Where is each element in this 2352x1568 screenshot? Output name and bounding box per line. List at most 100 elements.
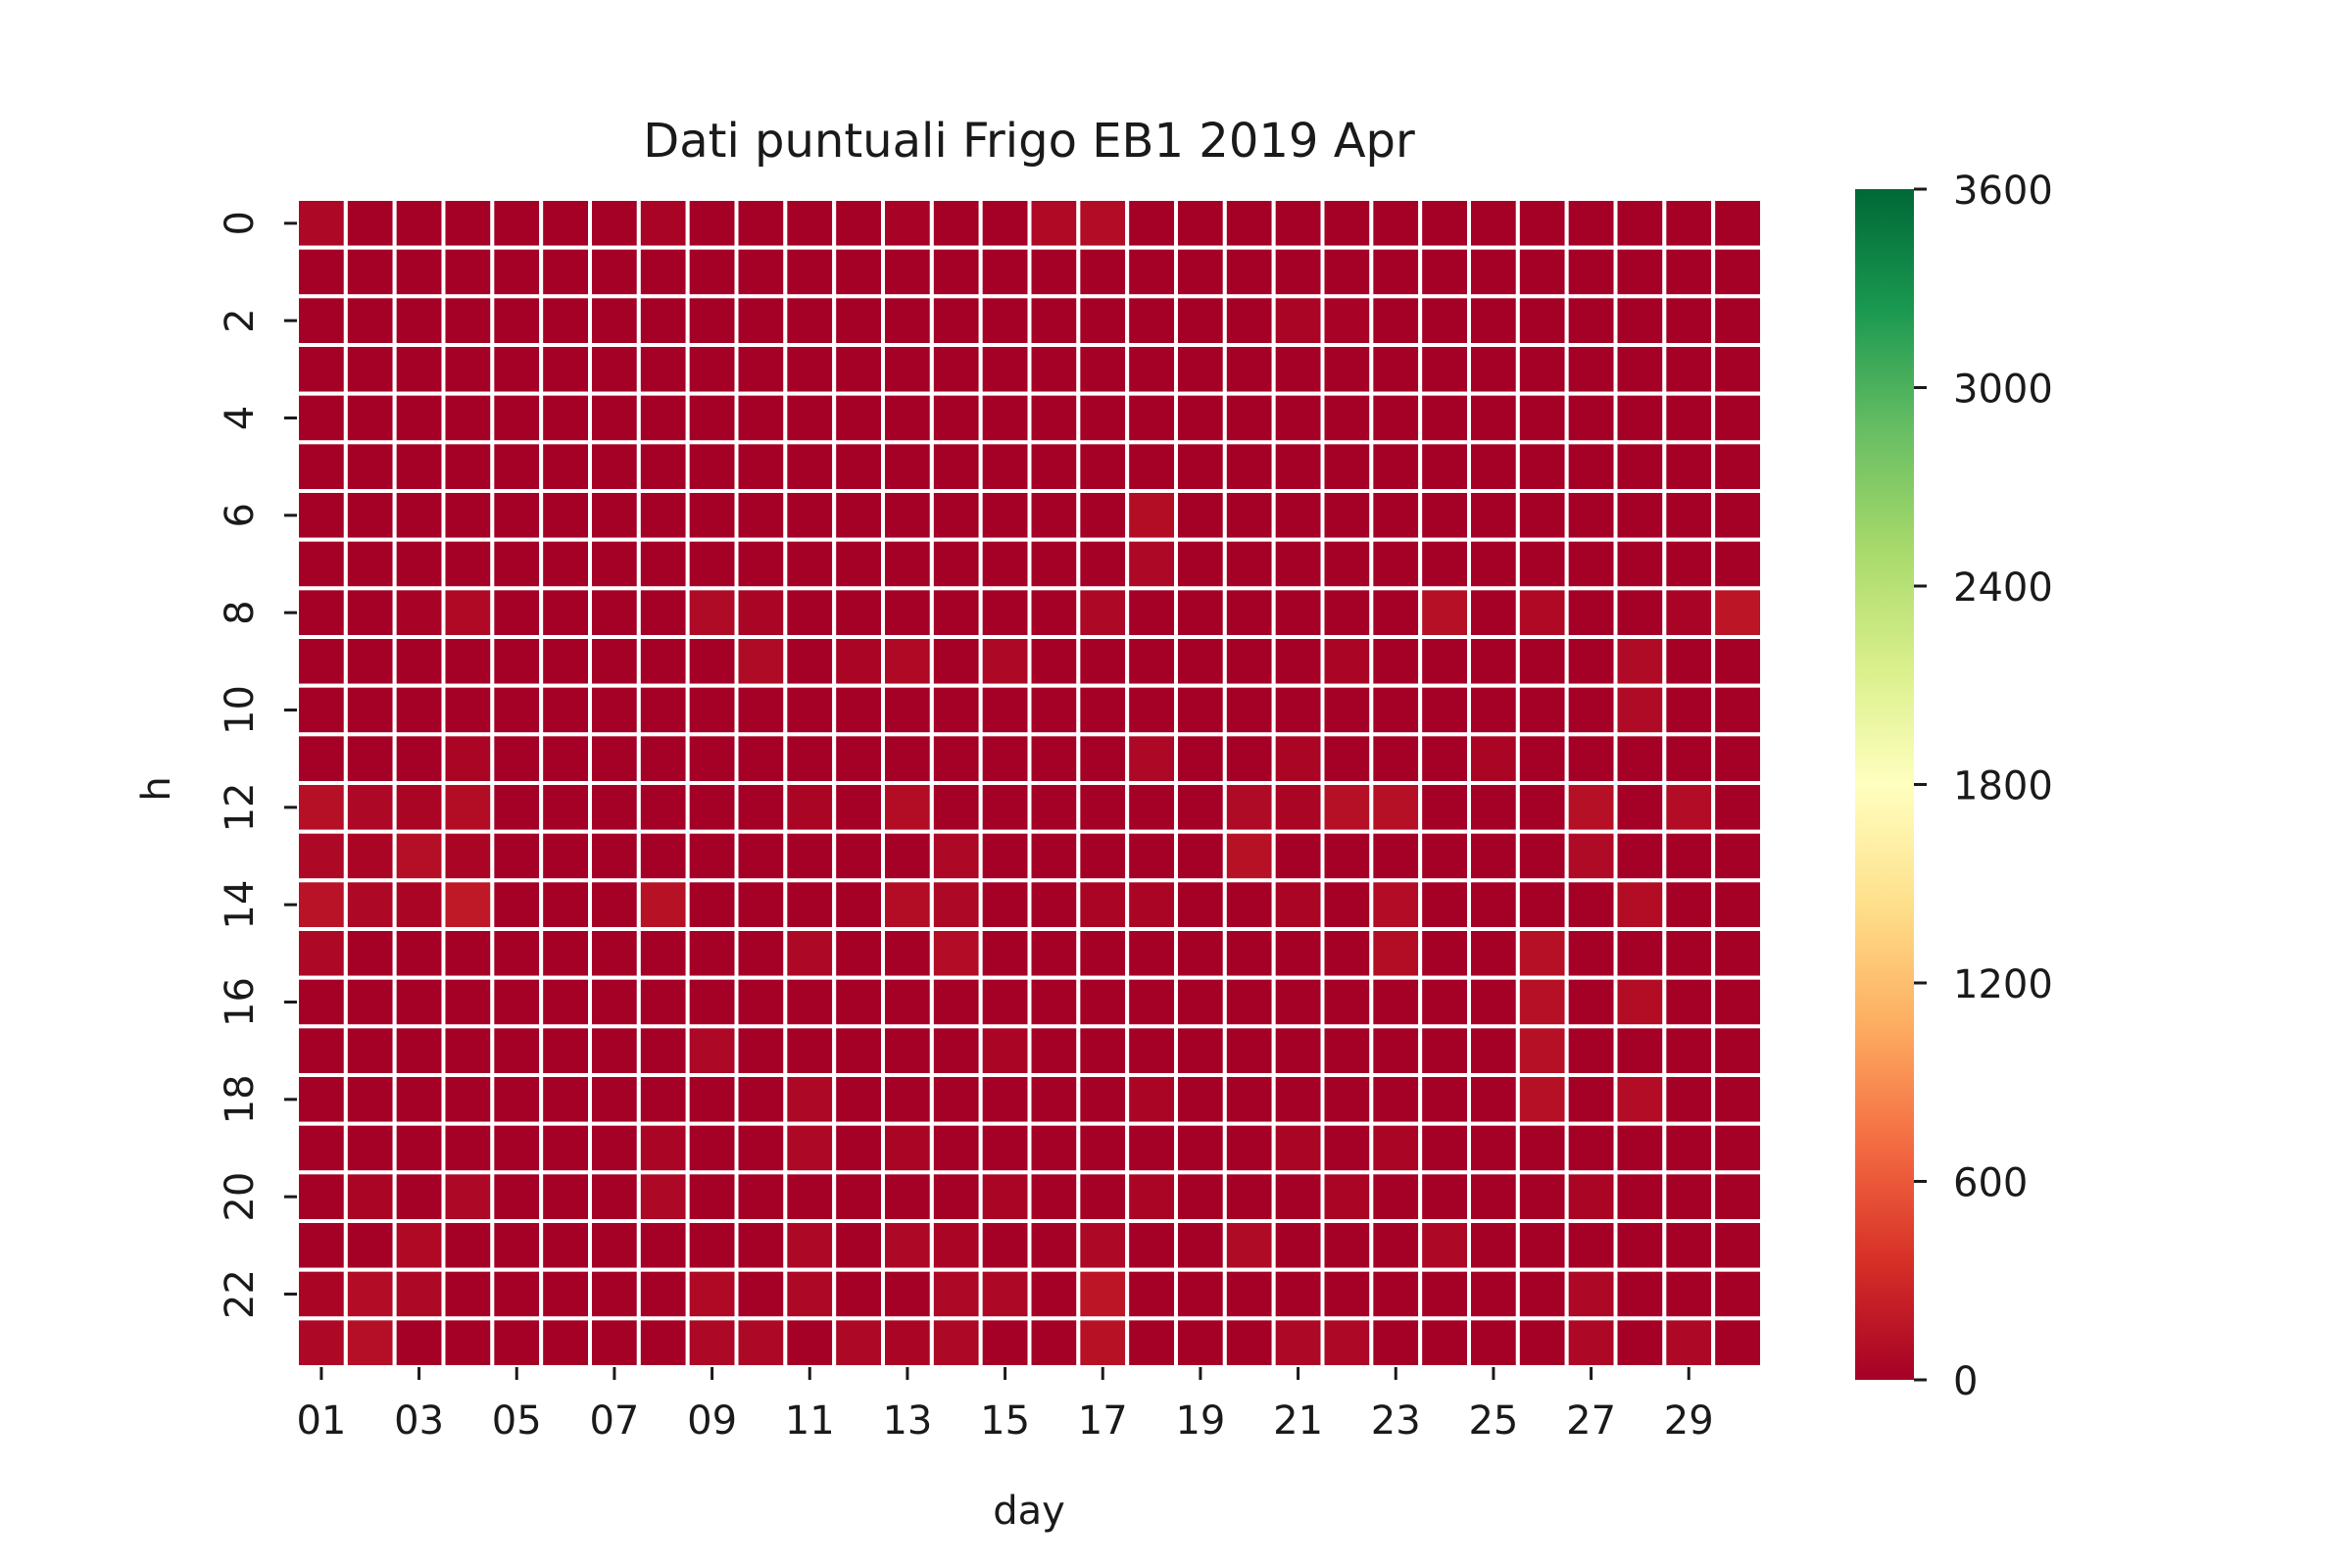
- heatmap-cell: [1515, 586, 1569, 639]
- heatmap-cell: [1222, 1073, 1276, 1126]
- heatmap-cell: [539, 1219, 593, 1272]
- heatmap-cell: [1125, 635, 1178, 688]
- heatmap-cell: [783, 1316, 837, 1370]
- heatmap-cell: [783, 1267, 837, 1321]
- heatmap-cell: [295, 586, 348, 639]
- x-tick-label: 13: [882, 1398, 932, 1444]
- heatmap-cell: [1564, 537, 1618, 591]
- heatmap-cell: [1320, 635, 1374, 688]
- heatmap-cell: [1467, 440, 1520, 494]
- heatmap-cell: [978, 197, 1032, 250]
- heatmap-cell: [392, 343, 446, 396]
- heatmap-cell: [978, 781, 1032, 834]
- heatmap-cell: [1027, 489, 1081, 542]
- heatmap-cell: [1174, 878, 1227, 931]
- heatmap-cell: [1613, 1024, 1667, 1078]
- heatmap-cell: [588, 537, 641, 591]
- colorbar-tick-label: 2400: [1953, 565, 2053, 611]
- colorbar-tick-label: 1200: [1953, 962, 2053, 1007]
- heatmap-cell: [734, 829, 788, 883]
- heatmap-cell: [539, 343, 593, 396]
- heatmap-cell: [1076, 829, 1130, 883]
- heatmap-cell: [1467, 294, 1520, 348]
- heatmap-cell: [1271, 1316, 1325, 1370]
- heatmap-cell: [881, 197, 934, 250]
- heatmap-cell: [1467, 829, 1520, 883]
- heatmap-cell: [1711, 489, 1764, 542]
- heatmap-cell: [1515, 245, 1569, 299]
- heatmap-cell: [441, 1219, 495, 1272]
- heatmap-cell: [1613, 732, 1667, 785]
- heatmap-cell: [636, 537, 690, 591]
- heatmap-cell: [685, 1267, 739, 1321]
- heatmap-cell: [1174, 781, 1227, 834]
- heatmap-cell: [1125, 489, 1178, 542]
- heatmap-cell: [392, 683, 446, 737]
- heatmap-cell: [588, 1316, 641, 1370]
- heatmap-cell: [734, 586, 788, 639]
- heatmap-cell: [1418, 1121, 1471, 1175]
- heatmap-cell: [1515, 781, 1569, 834]
- heatmap-cell: [539, 829, 593, 883]
- heatmap-cell: [1613, 586, 1667, 639]
- heatmap-cell: [783, 489, 837, 542]
- heatmap-cell: [539, 440, 593, 494]
- heatmap-cell: [441, 635, 495, 688]
- heatmap-cell: [1418, 343, 1471, 396]
- heatmap-cell: [1027, 732, 1081, 785]
- heatmap-cell: [929, 586, 983, 639]
- heatmap-cell: [343, 489, 397, 542]
- heatmap-cell: [1320, 489, 1374, 542]
- heatmap-cell: [1369, 537, 1423, 591]
- heatmap-cell: [1418, 1073, 1471, 1126]
- heatmap-cell: [978, 1219, 1032, 1272]
- heatmap-cell: [1515, 683, 1569, 737]
- heatmap-cell: [1418, 683, 1471, 737]
- heatmap-cell: [1222, 878, 1276, 931]
- heatmap-cell: [1418, 245, 1471, 299]
- heatmap-cell: [1222, 586, 1276, 639]
- heatmap-cell: [490, 683, 544, 737]
- heatmap-cell: [1271, 927, 1325, 980]
- heatmap-cell: [1222, 294, 1276, 348]
- heatmap-cell: [734, 245, 788, 299]
- x-tick-label: 17: [1078, 1398, 1128, 1444]
- heatmap-cell: [1467, 245, 1520, 299]
- heatmap-cell: [1174, 294, 1227, 348]
- heatmap-cell: [1662, 781, 1716, 834]
- heatmap-cell: [1027, 927, 1081, 980]
- heatmap-cell: [881, 1073, 934, 1126]
- heatmap-cell: [1369, 294, 1423, 348]
- heatmap-cell: [1076, 732, 1130, 785]
- heatmap-cell: [1174, 586, 1227, 639]
- heatmap-cell: [1027, 537, 1081, 591]
- heatmap-cell: [929, 1170, 983, 1224]
- heatmap-cell: [295, 245, 348, 299]
- heatmap-cell: [685, 391, 739, 445]
- heatmap-cell: [343, 294, 397, 348]
- heatmap-cell: [978, 1024, 1032, 1078]
- heatmap-cell: [343, 343, 397, 396]
- heatmap-cell: [441, 245, 495, 299]
- heatmap-cell: [929, 975, 983, 1029]
- heatmap-cell: [441, 343, 495, 396]
- heatmap-cell: [1271, 1121, 1325, 1175]
- heatmap-cell: [1515, 878, 1569, 931]
- heatmap-cell: [1613, 927, 1667, 980]
- heatmap-cell: [1222, 927, 1276, 980]
- heatmap-cell: [1613, 1073, 1667, 1126]
- heatmap-cell: [1613, 294, 1667, 348]
- heatmap-cell: [1711, 1170, 1764, 1224]
- x-tick-label: 27: [1566, 1398, 1616, 1444]
- heatmap-cell: [929, 489, 983, 542]
- heatmap-cell: [636, 1219, 690, 1272]
- heatmap-cell: [1271, 391, 1325, 445]
- heatmap-cell: [783, 1170, 837, 1224]
- heatmap-cell: [588, 975, 641, 1029]
- heatmap-cell: [1711, 975, 1764, 1029]
- x-tick-label: 11: [785, 1398, 835, 1444]
- heatmap-cell: [539, 927, 593, 980]
- heatmap-cell: [490, 878, 544, 931]
- heatmap-cell: [1515, 1121, 1569, 1175]
- heatmap-cell: [1467, 878, 1520, 931]
